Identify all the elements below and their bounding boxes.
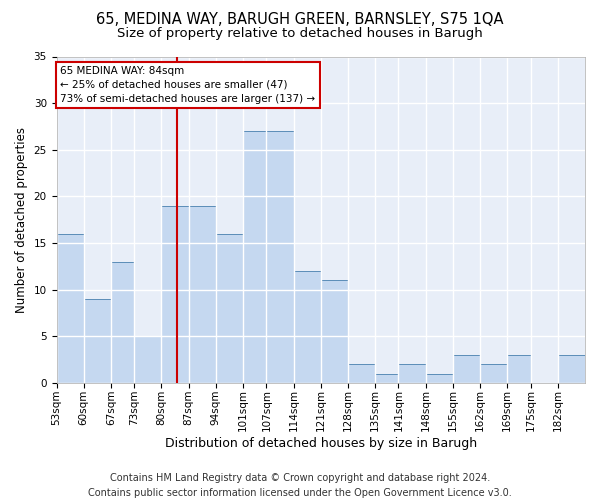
Bar	[398, 364, 425, 383]
Bar	[161, 206, 188, 383]
Bar	[243, 131, 266, 383]
Bar	[558, 355, 585, 383]
Text: Contains HM Land Registry data © Crown copyright and database right 2024.
Contai: Contains HM Land Registry data © Crown c…	[88, 472, 512, 498]
Bar	[84, 299, 111, 383]
Bar	[453, 355, 480, 383]
Bar	[507, 355, 530, 383]
Bar	[348, 364, 375, 383]
Bar	[425, 374, 453, 383]
X-axis label: Distribution of detached houses by size in Barugh: Distribution of detached houses by size …	[165, 437, 477, 450]
Text: 65, MEDINA WAY, BARUGH GREEN, BARNSLEY, S75 1QA: 65, MEDINA WAY, BARUGH GREEN, BARNSLEY, …	[96, 12, 504, 28]
Bar	[111, 262, 134, 383]
Y-axis label: Number of detached properties: Number of detached properties	[15, 127, 28, 313]
Text: Size of property relative to detached houses in Barugh: Size of property relative to detached ho…	[117, 28, 483, 40]
Bar	[216, 234, 243, 383]
Bar	[321, 280, 348, 383]
Bar	[56, 234, 84, 383]
Bar	[188, 206, 216, 383]
Text: 65 MEDINA WAY: 84sqm
← 25% of detached houses are smaller (47)
73% of semi-detac: 65 MEDINA WAY: 84sqm ← 25% of detached h…	[61, 66, 316, 104]
Bar	[480, 364, 507, 383]
Bar	[293, 271, 321, 383]
Bar	[266, 131, 293, 383]
Bar	[134, 336, 161, 383]
Bar	[375, 374, 398, 383]
